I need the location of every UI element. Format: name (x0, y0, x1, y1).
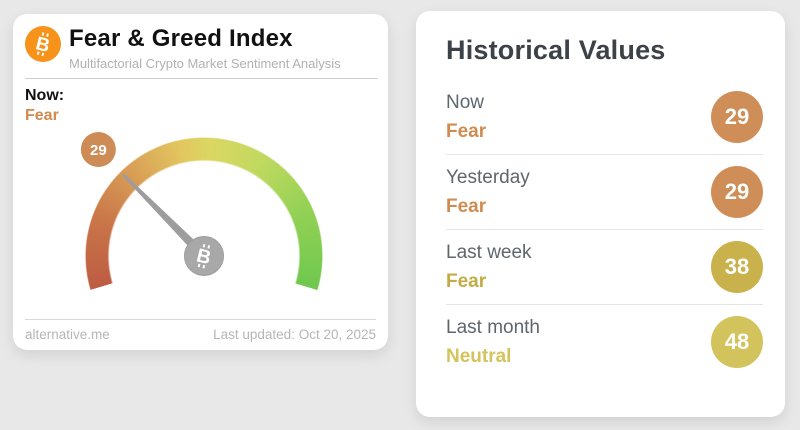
historical-title: Historical Values (446, 35, 666, 65)
history-label: Last month (446, 316, 540, 338)
history-row: Last week Fear 38 (446, 230, 763, 305)
history-label: Yesterday (446, 166, 530, 188)
history-row: Yesterday Fear 29 (446, 155, 763, 230)
header-divider (25, 78, 378, 79)
card-header: Fear & Greed Index Multifactorial Crypto… (25, 24, 376, 71)
history-row: Now Fear 29 (446, 80, 763, 155)
history-value-badge: 38 (711, 241, 763, 293)
now-label: Now: (25, 87, 65, 104)
last-updated: Last updated: Oct 20, 2025 (213, 327, 376, 342)
gauge-value-badge: 29 (80, 132, 116, 168)
card-title: Fear & Greed Index (69, 25, 293, 52)
history-value-badge: 29 (711, 166, 763, 218)
historical-values-card: Historical Values Now Fear 29 Yesterday … (416, 11, 785, 417)
historical-rows: Now Fear 29 Yesterday Fear 29 Last week … (446, 80, 763, 379)
history-classification: Fear (446, 195, 487, 217)
fear-greed-card: Fear & Greed Index Multifactorial Crypto… (13, 14, 388, 375)
history-label: Last week (446, 241, 532, 263)
history-row: Last month Neutral 48 (446, 305, 763, 379)
source-link[interactable]: alternative.me (25, 327, 110, 342)
history-value-badge: 48 (711, 316, 763, 368)
current-reading: Now: Fear (25, 87, 64, 125)
history-value-badge: 29 (711, 91, 763, 143)
now-classification: Fear (25, 107, 59, 124)
card-subtitle: Multifactorial Crypto Market Sentiment A… (69, 56, 341, 71)
history-label: Now (446, 91, 485, 113)
history-classification: Fear (446, 120, 487, 142)
history-classification: Neutral (446, 345, 512, 367)
bitcoin-icon (25, 26, 61, 62)
gauge-value: 29 (90, 142, 107, 159)
card-footer: alternative.me Last updated: Oct 20, 202… (25, 319, 376, 342)
history-classification: Fear (446, 270, 487, 292)
